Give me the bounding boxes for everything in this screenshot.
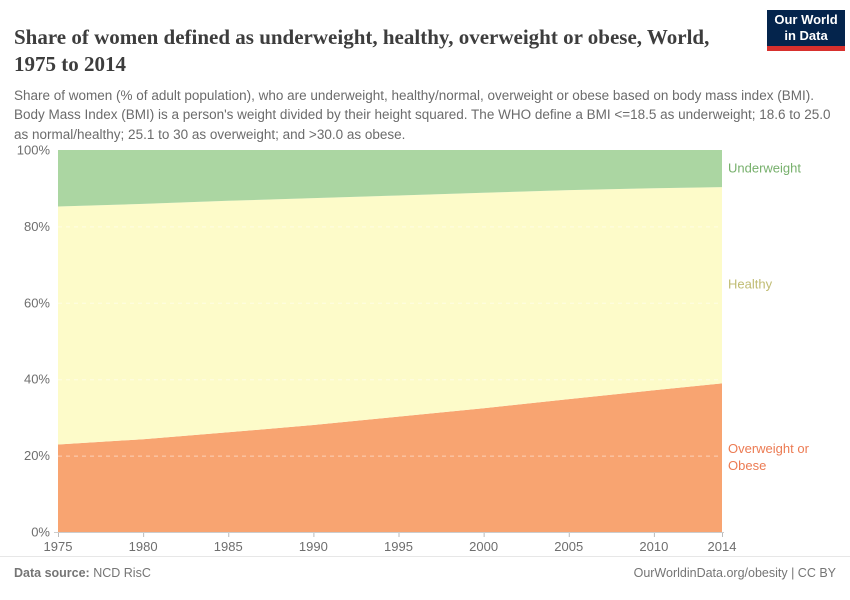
x-tick-label-1985: 1985 [214,539,243,554]
legend-label-overweight-or-obese[interactable]: Overweight or Obese [728,440,809,473]
x-tick-label-2005: 2005 [554,539,583,554]
y-tick-label-40: 40% [24,372,50,387]
data-source-value: NCD RisC [89,566,151,580]
x-tick-label-1980: 1980 [129,539,158,554]
area-underweight[interactable] [58,150,722,207]
y-tick-label-0: 0% [31,525,50,540]
y-tick-label-20: 20% [24,448,50,463]
y-tick-label-80: 80% [24,219,50,234]
legend-label-underweight[interactable]: Underweight [728,160,801,176]
legend-label-healthy[interactable]: Healthy [728,276,773,292]
x-tick-label-2000: 2000 [469,539,498,554]
chart-footer: Data source: NCD RisC OurWorldinData.org… [0,556,850,580]
area-overweight-or-obese[interactable] [58,383,722,532]
footer-link-text[interactable]: OurWorldinData.org/obesity | CC BY [633,566,836,580]
x-tick-label-2014: 2014 [708,539,737,554]
data-source-label: Data source: [14,566,90,580]
x-tick-label-1975: 1975 [44,539,73,554]
stacked-area-plot[interactable]: 1975 1980 1985 1990 1995 2000 2005 2010 2014 0% 20… [0,140,850,555]
y-tick-label-60: 60% [24,295,50,310]
owid-logo-line2: in Data [784,28,828,43]
chart-title: Share of women defined as underweight, h… [14,25,710,76]
y-tick-label-100: 100% [17,143,51,158]
owid-logo[interactable]: Our World in Data [767,10,845,51]
x-tick-label-2010: 2010 [639,539,668,554]
chart-area: 1975 1980 1985 1990 1995 2000 2005 2010 2014 0% 20… [0,140,850,555]
data-source-text: Data source: NCD RisC [14,566,151,580]
x-tick-label-1995: 1995 [384,539,413,554]
chart-subtitle: Share of women (% of adult population), … [14,87,831,142]
owid-logo-line1: Our World [774,11,838,27]
x-tick-label-1990: 1990 [299,539,328,554]
